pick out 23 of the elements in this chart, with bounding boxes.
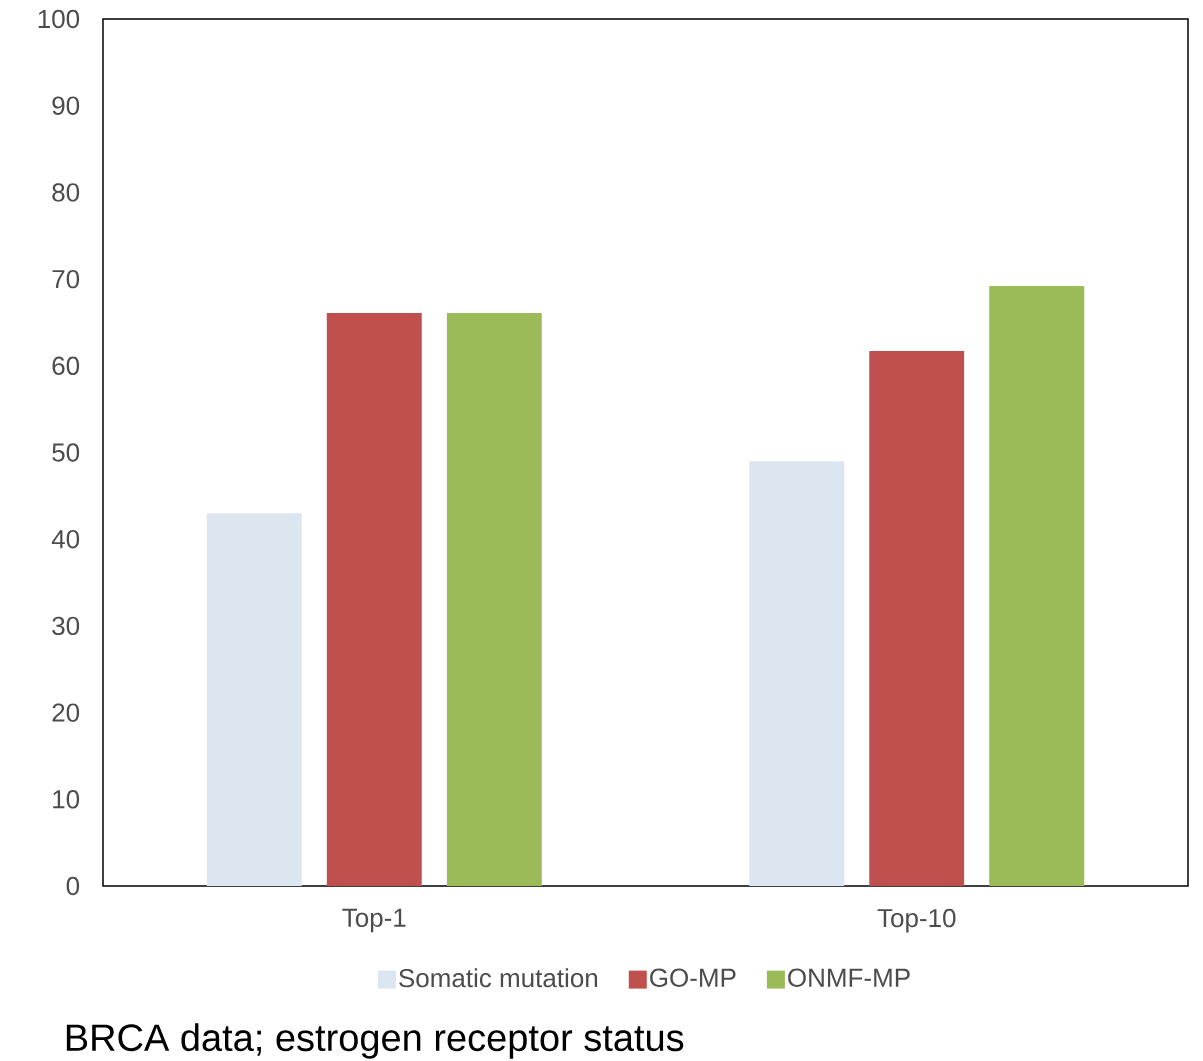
y-tick-label: 100	[38, 9, 80, 29]
y-tick-label: 0	[66, 876, 80, 896]
y-tick-label: 20	[52, 703, 80, 722]
bar	[206, 513, 302, 886]
text: BRCA data; estrogen receptor status	[66, 1023, 684, 1059]
bar	[749, 461, 845, 886]
legend-label: GO-MP	[650, 968, 736, 987]
y-tick-label: 40	[51, 529, 80, 549]
legend-label: ONMF-MP	[788, 968, 910, 987]
y-tick-label: 80	[52, 183, 80, 202]
bar	[989, 286, 1085, 886]
y-tick-label: 10	[53, 790, 80, 809]
x-tick-label: Top-1	[342, 908, 406, 933]
y-tick-label: 50	[52, 443, 80, 462]
x-tick-label: Top-10	[877, 908, 956, 933]
bar	[869, 351, 965, 886]
bar	[446, 312, 542, 886]
y-tick-label: 60	[52, 356, 80, 375]
y-tick-label: 90	[52, 96, 80, 115]
y-tick-label: 30	[52, 616, 80, 636]
legend-label: Somatic mutation	[399, 968, 598, 988]
y-tick-label: 70	[52, 269, 80, 289]
bar	[326, 312, 422, 886]
